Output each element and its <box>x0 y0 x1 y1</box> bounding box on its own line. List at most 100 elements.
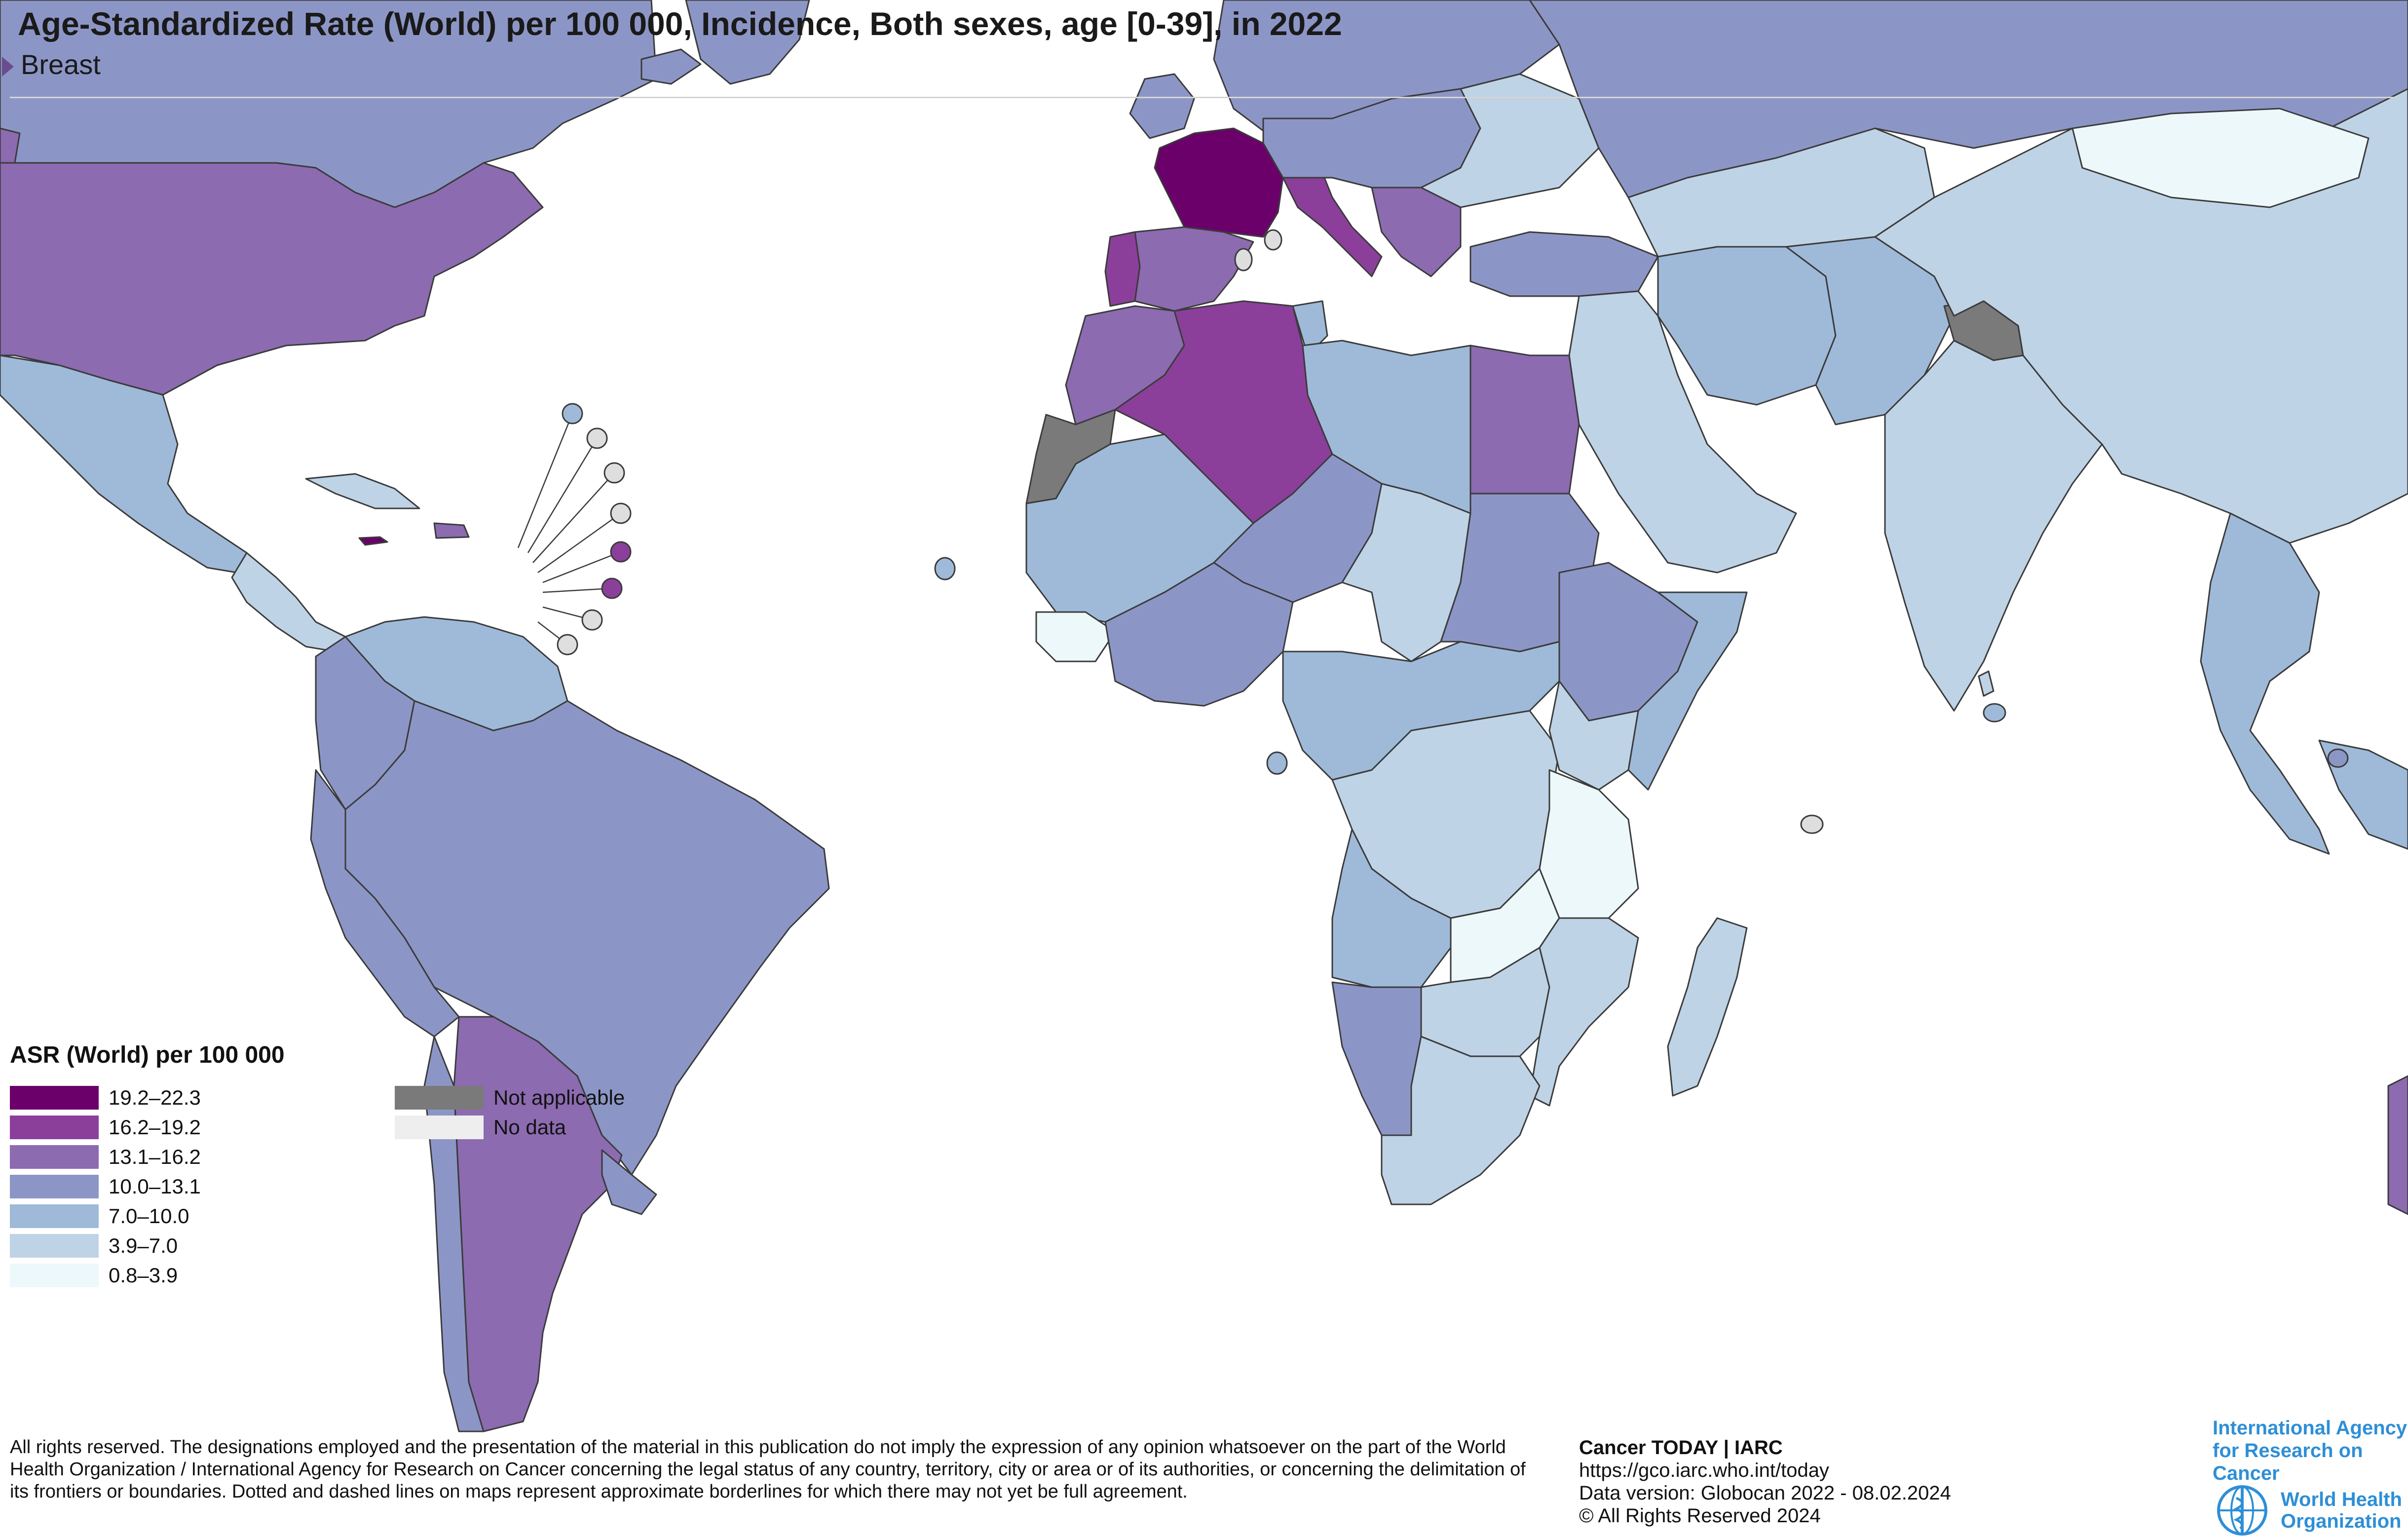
legend-swatch <box>10 1264 99 1287</box>
cancer-site-label: Breast <box>21 49 101 80</box>
region-turkey[interactable] <box>1469 231 1659 297</box>
legend-item: 16.2–19.2 <box>10 1116 201 1139</box>
region-somalia[interactable] <box>1627 591 1748 791</box>
legend-label: Not applicable <box>493 1086 625 1109</box>
legend-item: 10.0–13.1 <box>10 1175 201 1198</box>
map-subtitle: Breast <box>0 48 101 80</box>
pin-island[interactable] <box>557 634 578 655</box>
pin-island[interactable] <box>1800 814 1824 834</box>
map-title: Age-Standardized Rate (World) per 100 00… <box>18 5 1342 42</box>
pin-island[interactable] <box>601 578 623 599</box>
region-mexico[interactable] <box>0 354 248 574</box>
region-dominican-republic[interactable] <box>433 522 470 539</box>
legend-item: 7.0–10.0 <box>10 1204 189 1228</box>
iarc-logo-line: International Agency <box>2213 1417 2408 1439</box>
who-emblem-icon <box>2217 1485 2267 1536</box>
iarc-logo-line: for Research on Cancer <box>2213 1440 2363 1484</box>
region-middle-east[interactable] <box>1568 290 1797 574</box>
credit-title: Cancer TODAY | IARC <box>1579 1437 1783 1459</box>
region-iceland[interactable] <box>640 48 702 85</box>
region-jamaica[interactable] <box>358 536 388 546</box>
credit-rights: © All Rights Reserved 2024 <box>1579 1505 1821 1527</box>
legend-item: 0.8–3.9 <box>10 1264 178 1287</box>
region-spain[interactable] <box>1134 226 1254 312</box>
region-eastern-europe[interactable] <box>1420 73 1600 208</box>
iarc-logo: International Agency for Research on Can… <box>2213 1417 2408 1485</box>
pin-island[interactable] <box>1266 751 1288 775</box>
region-mozambique[interactable] <box>1529 917 1639 1107</box>
pin-island[interactable] <box>1983 703 2006 723</box>
legend-swatch <box>10 1234 99 1258</box>
header-divider <box>10 97 2398 98</box>
legend-item: 19.2–22.3 <box>10 1086 201 1110</box>
legend-swatch-special <box>395 1086 484 1110</box>
legend-swatch-special <box>395 1116 484 1139</box>
region-kenya-uganda[interactable] <box>1548 680 1639 791</box>
region-indonesia[interactable] <box>2318 739 2408 850</box>
region-uk-ireland[interactable] <box>1129 73 1195 139</box>
legend-label: 19.2–22.3 <box>109 1086 201 1109</box>
legend-swatch <box>10 1086 99 1110</box>
region-australia-edge[interactable] <box>2387 1075 2408 1215</box>
legend-item: No data <box>395 1116 566 1139</box>
credits: Cancer TODAY | IARC https://gco.iarc.who… <box>1579 1436 1951 1527</box>
legend-label: 10.0–13.1 <box>109 1175 201 1198</box>
legend-swatch <box>10 1145 99 1169</box>
region-tunisia[interactable] <box>1292 300 1328 356</box>
region-uruguay[interactable] <box>601 1149 657 1215</box>
region-guinea-coast[interactable] <box>1035 611 1116 662</box>
caribbean-callouts <box>517 403 632 655</box>
disclaimer: All rights reserved. The designations em… <box>10 1437 1526 1502</box>
legend-label: 7.0–10.0 <box>109 1204 189 1228</box>
region-namibia[interactable] <box>1331 981 1422 1136</box>
legend-title: ASR (World) per 100 000 <box>10 1042 285 1068</box>
region-southeast-asia[interactable] <box>2200 512 2330 855</box>
legend-swatch <box>10 1204 99 1228</box>
region-south-africa[interactable] <box>1381 1036 1541 1205</box>
pin-island[interactable] <box>603 462 625 484</box>
pin-island[interactable] <box>610 502 632 524</box>
region-peru-bolivia[interactable] <box>310 769 460 1038</box>
pin-island[interactable] <box>2327 748 2349 768</box>
pin-island[interactable] <box>934 557 956 580</box>
region-france[interactable] <box>1154 127 1284 238</box>
region-alaska[interactable] <box>0 127 21 164</box>
legend-label: 3.9–7.0 <box>109 1234 178 1257</box>
region-central-america[interactable] <box>231 552 346 653</box>
region-argentina[interactable] <box>453 1016 623 1432</box>
legend-item: 3.9–7.0 <box>10 1234 178 1258</box>
region-cuba[interactable] <box>305 473 420 509</box>
who-logo: World Health Organization <box>2213 1483 2402 1538</box>
pin-island[interactable] <box>610 541 632 563</box>
legend-swatch <box>10 1116 99 1139</box>
pin-island[interactable] <box>586 427 608 449</box>
region-india[interactable] <box>1884 340 2103 712</box>
legend-swatch <box>10 1175 99 1198</box>
region-portugal[interactable] <box>1104 231 1141 307</box>
region-madagascar[interactable] <box>1667 917 1748 1097</box>
region-united-states[interactable] <box>0 162 544 396</box>
credit-url[interactable]: https://gco.iarc.who.int/today <box>1579 1460 1829 1481</box>
pin-island[interactable] <box>1234 248 1253 271</box>
legend-label: No data <box>493 1116 566 1139</box>
region-sri-lanka[interactable] <box>1978 670 1994 697</box>
chevron-right-icon[interactable] <box>2 57 14 77</box>
region-italy[interactable] <box>1282 172 1383 277</box>
region-mongolia-north[interactable] <box>2071 108 2370 208</box>
legend-label: 16.2–19.2 <box>109 1116 201 1139</box>
pin-island[interactable] <box>1264 229 1282 251</box>
pin-island[interactable] <box>581 609 603 631</box>
legend-label: 0.8–3.9 <box>109 1264 178 1287</box>
who-logo-line: Organization <box>2281 1510 2402 1532</box>
legend-item: 13.1–16.2 <box>10 1145 201 1169</box>
region-egypt[interactable] <box>1469 345 1580 495</box>
legend-item: Not applicable <box>395 1086 625 1110</box>
credit-version: Data version: Globocan 2022 - 08.02.2024 <box>1579 1482 1951 1504</box>
pin-island[interactable] <box>562 403 583 424</box>
who-logo-line: World Health <box>2281 1489 2402 1510</box>
region-greenland[interactable] <box>685 0 810 85</box>
region-iran[interactable] <box>1657 246 1837 406</box>
legend-label: 13.1–16.2 <box>109 1145 201 1168</box>
region-tanzania[interactable] <box>1539 769 1639 919</box>
